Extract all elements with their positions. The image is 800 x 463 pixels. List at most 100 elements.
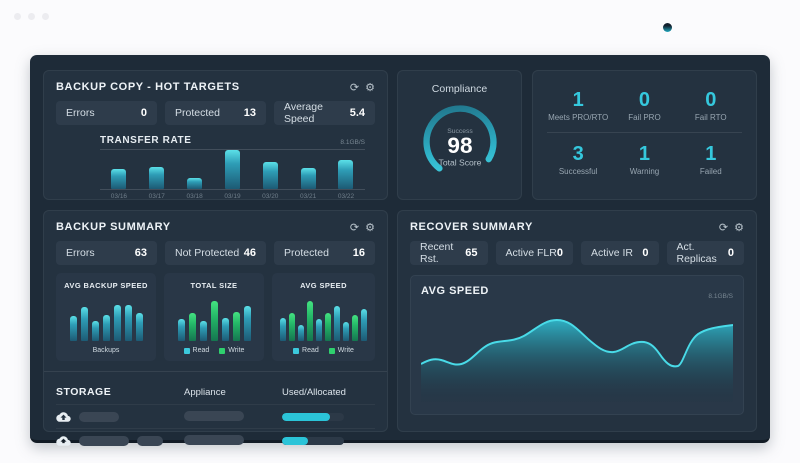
cloud-upload-icon — [56, 435, 71, 446]
legend-label: Write — [337, 347, 354, 354]
slo-stat: 1 Warning — [611, 139, 677, 182]
panel-slo-stats: 1 Meets PRO/RTO 0 Fail PRO 0 Fail RTO 3 … — [532, 70, 757, 200]
legend-label: Backups — [92, 347, 120, 354]
window-controls — [14, 13, 49, 20]
refresh-icon[interactable]: ⟳ — [718, 220, 729, 234]
cloud-upload-icon — [56, 411, 71, 422]
stat-value: 16 — [352, 247, 365, 259]
storage-section: STORAGE Appliance Used/Allocated — [56, 380, 375, 452]
bar-plot — [64, 296, 148, 341]
chart-title: AVG SPEED — [300, 281, 347, 290]
stat-value: 65 — [465, 247, 478, 259]
storage-row[interactable] — [56, 428, 375, 452]
slo-value: 0 — [705, 89, 717, 111]
stat-label: Active FLR — [505, 247, 557, 259]
stat-chip-protected[interactable]: Protected 16 — [274, 241, 375, 265]
slo-value: 1 — [638, 143, 651, 165]
legend-label: Write — [228, 347, 245, 354]
legend-swatch — [183, 347, 190, 354]
mini-chart-avg-speed: AVG SPEED Read Write — [272, 273, 375, 361]
stat-chip-errors[interactable]: Errors 0 — [56, 101, 157, 125]
slo-stat: 0 Fail PRO — [611, 85, 677, 128]
panel-title: BACKUP COPY - HOT TARGETS — [56, 81, 240, 93]
bar — [111, 168, 127, 189]
gear-icon[interactable]: ⚙ — [365, 220, 375, 234]
legend-label: Read — [192, 347, 210, 354]
gear-icon[interactable]: ⚙ — [365, 80, 375, 94]
slo-label: Fail RTO — [694, 113, 727, 122]
storage-name-placeholder — [137, 435, 163, 446]
compliance-gauge: Success 98 Total Score — [422, 105, 497, 179]
column-header-used-allocated: Used/Allocated — [282, 386, 346, 398]
stat-value: 63 — [134, 247, 147, 259]
usage-fill — [282, 412, 331, 421]
bar — [262, 162, 278, 189]
slo-label: Successful — [558, 167, 598, 176]
stat-label: Average Speed — [284, 101, 323, 125]
gear-icon[interactable]: ⚙ — [734, 220, 744, 234]
stat-label: Protected — [284, 247, 329, 259]
bar-plot — [280, 296, 367, 341]
bar — [149, 167, 165, 189]
cursor-dot — [663, 23, 672, 32]
bar — [177, 318, 185, 341]
bar — [280, 317, 286, 341]
gauge-score: 98 — [447, 133, 472, 158]
stat-chip-average-speed[interactable]: Average Speed 5.4 — [274, 101, 375, 125]
gauge-arc — [422, 105, 497, 179]
bar — [113, 305, 121, 341]
stat-value: 0 — [642, 247, 649, 259]
bar — [69, 316, 77, 341]
legend-item: Backups — [93, 347, 120, 354]
panel-backup-copy: BACKUP COPY - HOT TARGETS ⟳ ⚙ Errors 0 P… — [43, 70, 388, 200]
window-dot[interactable] — [14, 13, 21, 20]
stat-chip-active-flr[interactable]: Active FLR 0 — [495, 241, 573, 265]
gauge-sub-label: Success — [447, 128, 473, 135]
stat-chip-active-replicas[interactable]: Act. Replicas 0 — [666, 241, 744, 265]
axis-label: 03/20 — [262, 193, 279, 200]
axis-label: 03/16 — [110, 193, 128, 200]
stat-label: Act. Replicas — [676, 241, 717, 265]
legend-swatch — [219, 347, 226, 354]
storage-row[interactable] — [56, 404, 375, 428]
slo-value: 0 — [638, 89, 651, 111]
bar — [124, 305, 132, 341]
chart-legend: Backups — [93, 346, 120, 355]
transfer-rate-chart: TRANSFER RATE 8.1GB/S 03/16 03/17 03/18 03/… — [100, 135, 365, 200]
axis-label: 03/19 — [224, 193, 241, 200]
stat-value: 46 — [243, 247, 256, 259]
storage-name-placeholder — [79, 435, 129, 446]
stat-label: Recent Rst. — [420, 241, 454, 265]
bar — [135, 313, 143, 341]
divider — [547, 132, 742, 133]
bar — [80, 307, 88, 341]
stat-chip-active-ir[interactable]: Active IR 0 — [581, 241, 659, 265]
stat-value: 13 — [243, 107, 256, 119]
stat-chip-errors[interactable]: Errors 63 — [56, 241, 157, 265]
bar — [221, 317, 229, 341]
area-line — [421, 319, 733, 368]
x-axis-labels: 03/16 03/17 03/18 03/19 03/20 03/21 03/22 — [100, 189, 365, 200]
bar — [187, 178, 203, 189]
stat-chip-protected[interactable]: Protected 13 — [165, 101, 266, 125]
bar — [352, 314, 358, 341]
panel-title: RECOVER SUMMARY — [410, 221, 533, 233]
stat-label: Protected — [175, 107, 220, 119]
mini-chart-avg-backup-speed: AVG BACKUP SPEED Backups — [56, 273, 156, 361]
window-dot[interactable] — [28, 13, 35, 20]
chart-max-label: 8.1GB/S — [708, 293, 733, 300]
panel-title: Compliance — [431, 83, 488, 95]
chart-title: TRANSFER RATE — [100, 135, 192, 146]
bar — [361, 308, 367, 341]
appliance-placeholder — [184, 434, 244, 445]
refresh-icon[interactable]: ⟳ — [349, 220, 360, 234]
stat-chip-not-protected[interactable]: Not Protected 46 — [165, 241, 266, 265]
bar — [232, 311, 240, 341]
panel-title: BACKUP SUMMARY — [56, 221, 171, 233]
window-dot[interactable] — [42, 13, 49, 20]
mini-chart-total-size: TOTAL SIZE Read Write — [164, 273, 264, 361]
refresh-icon[interactable]: ⟳ — [349, 80, 360, 94]
stat-chip-recent-restores[interactable]: Recent Rst. 65 — [410, 241, 488, 265]
slo-label: Fail PRO — [628, 113, 661, 122]
axis-label: 03/22 — [337, 193, 355, 200]
